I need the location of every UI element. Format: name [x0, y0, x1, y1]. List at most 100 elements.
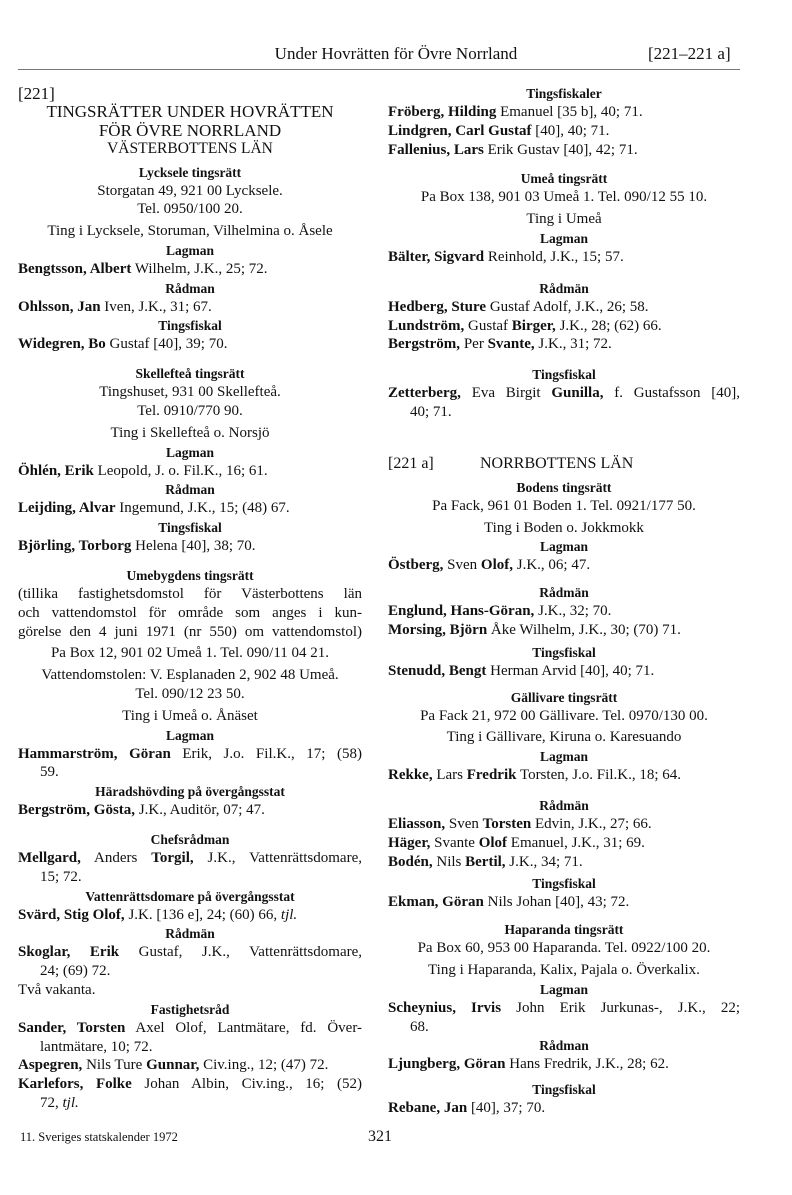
person-entry: Ohlsson, Jan Iven, J.K., 31; 67.: [18, 298, 362, 317]
court-heading: Haparanda tingsrätt: [504, 922, 624, 938]
role-heading: Vattenrättsdomare på övergångsstat: [85, 888, 295, 904]
entry-name-bold: Svärd, Stig Olof,: [18, 906, 125, 923]
entry-text: [40], 37; 70.: [467, 1100, 546, 1117]
entry-name-bold: Olof,: [480, 557, 514, 574]
entry-name-bold: Lundström,: [388, 317, 465, 334]
entry-line: Rekke, Lars Fredrik Torsten, J.o. Fil.K.…: [388, 766, 740, 785]
entry-text: Emanuel, J.K., 31; 69.: [507, 834, 645, 851]
entry-text: J.K., 06; 47.: [513, 557, 591, 574]
court-info-line: Ting i Boden o. Jokkmokk: [484, 519, 644, 536]
entry-name-bold: Torsten: [482, 815, 532, 832]
court-info-line: Ting i Lycksele, Storuman, Vilhelmina o.…: [47, 223, 333, 240]
section-number: [221]: [18, 84, 55, 103]
entry-line: Bälter, Sigvard Reinhold, J.K., 15; 57.: [388, 248, 740, 267]
entry-line: Ohlsson, Jan Iven, J.K., 31; 67.: [18, 298, 362, 317]
entry-note-italic: tjl.: [62, 1095, 79, 1111]
person-entry: Bergström, Gösta, J.K., Auditör, 07; 47.: [18, 801, 362, 820]
entry-name-bold: Gunilla,: [551, 385, 604, 402]
entry-text: Gustaf [40], 39; 70.: [105, 336, 228, 353]
person-entry: Bengtsson, Albert Wilhelm, J.K., 25; 72.: [18, 260, 362, 279]
person-entry: Fallenius, Lars Erik Gustav [40], 42; 71…: [388, 141, 740, 160]
entry-line: Aspegren, Nils Ture Gunnar, Civ.ing., 12…: [18, 1056, 362, 1075]
left-column: [221] TINGSRÄTTER UNDER HOVRÄTTEN FÖR ÖVRE…: [18, 84, 362, 1113]
court-info-line: Ting i Gällivare, Kiruna o. Karesuando: [446, 729, 682, 746]
entry-text: John Erik Jurkunas-, J.K., 22;: [501, 999, 740, 1016]
person-entry: Häger, Svante Olof Emanuel, J.K., 31; 69…: [388, 834, 740, 853]
entry-text: Åke Wilhelm, J.K., 30; (70) 71.: [487, 621, 681, 638]
role-heading: Rådmän: [539, 797, 589, 813]
entry-name-bold: Englund, Hans-Göran,: [388, 603, 535, 620]
entry-text: Wilhelm, J.K., 25; 72.: [131, 260, 268, 277]
entry-line: Stenudd, Bengt Herman Arvid [40], 40; 71…: [388, 662, 740, 681]
person-entry: Hedberg, Sture Gustaf Adolf, J.K., 26; 5…: [388, 298, 740, 317]
person-entry: Ljungberg, Göran Hans Fredrik, J.K., 28;…: [388, 1055, 740, 1074]
entry-name-bold: Mellgard,: [18, 850, 81, 867]
court-heading: Gällivare tingsrätt: [510, 689, 618, 705]
person-entry: Rebane, Jan [40], 37; 70.: [388, 1099, 740, 1118]
running-header-title: Under Hovrätten för Övre Norrland: [274, 44, 518, 63]
entry-line: Ekman, Göran Nils Johan [40], 43; 72.: [388, 893, 740, 912]
entry-text: Ingemund, J.K., 15; (48) 67.: [115, 500, 290, 517]
entry-text: [40], 40; 71.: [531, 122, 610, 139]
role-heading: Lagman: [539, 539, 588, 555]
section-number: [221 a]: [388, 454, 434, 472]
court-info-line: Ting i Umeå: [526, 211, 602, 228]
entry-text: Nils: [432, 853, 466, 870]
entry-text: Lars: [432, 767, 467, 784]
person-entry: Björling, Torborg Helena [40], 38; 70.: [18, 537, 362, 556]
entry-name-bold: Aspegren,: [18, 1057, 83, 1074]
court-note-line: görelse den 4 juni 1971 (nr 550) om vatt…: [18, 623, 362, 640]
person-entry: Bälter, Sigvard Reinhold, J.K., 15; 57.: [388, 248, 740, 267]
entry-text: J.K., Auditör, 07; 47.: [135, 802, 265, 819]
entry-line: 40; 71.: [388, 403, 740, 422]
court-info-line: Pa Box 12, 901 02 Umeå 1. Tel. 090/11 04…: [50, 645, 330, 662]
role-heading: Tingsfiskal: [532, 367, 596, 383]
entry-text: Eva Birgit: [460, 385, 552, 402]
person-entry: Sander, Torsten Axel Olof, Lantmätare, f…: [18, 1019, 362, 1057]
entry-name-bold: Widegren, Bo: [18, 336, 106, 353]
entry-name-bold: Gunnar,: [146, 1057, 200, 1074]
county-heading: NORRBOTTENS LÄN: [480, 454, 634, 472]
entry-text: Erik, J.o. Fil.K., 17; (58): [170, 745, 362, 762]
court-note-line: (tillika fastighetsdomstol för Västerbot…: [18, 586, 362, 603]
address-line: Storgatan 49, 921 00 Lycksele.: [97, 182, 283, 199]
person-entry: Zetterberg, Eva Birgit Gunilla, f. Gusta…: [388, 384, 740, 422]
entry-text: Civ.ing., 12; (47) 72.: [199, 1057, 329, 1074]
chapter-title: TINGSRÄTTER UNDER HOVRÄTTEN: [46, 102, 334, 121]
entry-name-bold: Bälter, Sigvard: [388, 248, 485, 265]
chapter-title: FÖR ÖVRE NORRLAND: [98, 120, 282, 140]
person-entry: Morsing, Björn Åke Wilhelm, J.K., 30; (7…: [388, 621, 740, 640]
entry-line: Scheynius, Irvis John Erik Jurkunas-, J.…: [388, 999, 740, 1018]
county-heading: VÄSTERBOTTENS LÄN: [107, 140, 273, 157]
entry-text: Iven, J.K., 31; 67.: [100, 298, 212, 315]
address-line: Pa Fack 21, 972 00 Gällivare. Tel. 0970/…: [420, 707, 708, 724]
role-heading: Rådman: [165, 482, 215, 498]
person-entry: Svärd, Stig Olof, J.K. [136 e], 24; (60)…: [18, 906, 362, 925]
entry-name-bold: Birger,: [511, 317, 556, 334]
role-heading: Fastighetsråd: [150, 1001, 230, 1017]
entry-text: Gustaf: [464, 317, 512, 334]
entry-name-bold: Bodén,: [388, 853, 433, 870]
person-entry: Skoglar, Erik Gustaf, J.K., Vattenrättsd…: [18, 943, 362, 981]
entry-line: lantmätare, 10; 72.: [18, 1038, 362, 1057]
entry-name-bold: Ljungberg, Göran: [388, 1056, 506, 1073]
entry-line: Leijding, Alvar Ingemund, J.K., 15; (48)…: [18, 499, 362, 518]
entry-line: Svärd, Stig Olof, J.K. [136 e], 24; (60)…: [18, 906, 362, 925]
entry-line: Fröberg, Hilding Emanuel [35 b], 40; 71.: [388, 103, 740, 122]
entry-name-bold: Östberg,: [388, 557, 444, 574]
address-line: Pa Box 138, 901 03 Umeå 1. Tel. 090/12 5…: [420, 189, 708, 206]
entry-line: Hedberg, Sture Gustaf Adolf, J.K., 26; 5…: [388, 298, 740, 317]
address-line: Tel. 0950/100 20.: [137, 201, 243, 218]
entry-text: lantmätare, 10; 72.: [40, 1038, 153, 1055]
entry-text: 68.: [410, 1018, 429, 1035]
entry-name-bold: Rekke,: [388, 767, 433, 784]
section-reference: [221–221 a]: [648, 44, 731, 63]
person-entry: Hammarström, Göran Erik, J.o. Fil.K., 17…: [18, 745, 362, 783]
entry-line: Eliasson, Sven Torsten Edvin, J.K., 27; …: [388, 815, 740, 834]
court-info-line: Ting i Skellefteå o. Norsjö: [110, 424, 270, 441]
entry-text: Erik Gustav [40], 42; 71.: [483, 141, 638, 158]
entry-name-bold: Öhlén, Erik: [18, 462, 94, 479]
person-entry: Leijding, Alvar Ingemund, J.K., 15; (48)…: [18, 499, 362, 518]
role-heading: Tingsfiskal: [532, 876, 596, 892]
entry-name-bold: Lindgren, Carl Gustaf: [388, 122, 532, 139]
